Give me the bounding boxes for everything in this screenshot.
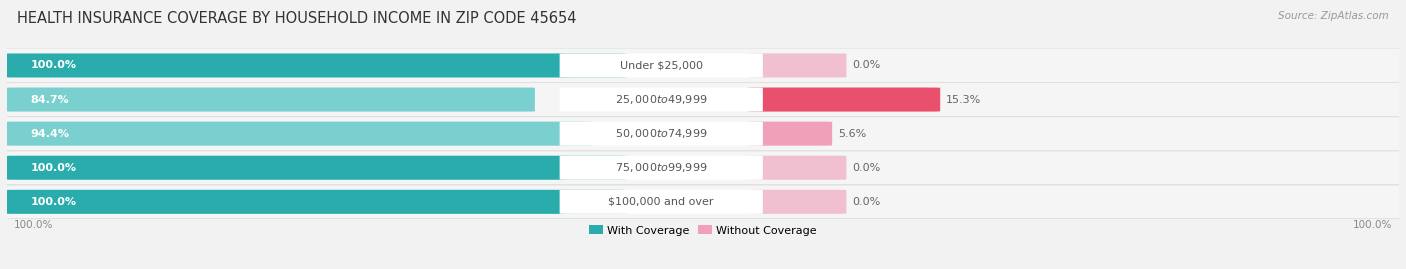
FancyBboxPatch shape	[0, 151, 1406, 184]
Text: 100.0%: 100.0%	[31, 61, 77, 70]
Text: 5.6%: 5.6%	[838, 129, 866, 139]
FancyBboxPatch shape	[0, 117, 1406, 150]
FancyBboxPatch shape	[6, 54, 627, 77]
FancyBboxPatch shape	[0, 49, 1406, 82]
Text: $100,000 and over: $100,000 and over	[609, 197, 714, 207]
Text: 0.0%: 0.0%	[852, 163, 880, 173]
FancyBboxPatch shape	[0, 49, 1406, 82]
Text: 0.0%: 0.0%	[852, 61, 880, 70]
Text: $50,000 to $74,999: $50,000 to $74,999	[614, 127, 707, 140]
FancyBboxPatch shape	[560, 54, 763, 77]
FancyBboxPatch shape	[748, 87, 941, 112]
FancyBboxPatch shape	[748, 54, 846, 77]
FancyBboxPatch shape	[0, 185, 1406, 218]
FancyBboxPatch shape	[0, 83, 1406, 116]
FancyBboxPatch shape	[6, 122, 593, 146]
FancyBboxPatch shape	[0, 117, 1406, 151]
FancyBboxPatch shape	[560, 122, 763, 146]
FancyBboxPatch shape	[6, 156, 627, 180]
Text: $25,000 to $49,999: $25,000 to $49,999	[614, 93, 707, 106]
FancyBboxPatch shape	[0, 151, 1406, 185]
Text: Under $25,000: Under $25,000	[620, 61, 703, 70]
FancyBboxPatch shape	[560, 190, 763, 214]
Text: Source: ZipAtlas.com: Source: ZipAtlas.com	[1278, 11, 1389, 21]
Text: 94.4%: 94.4%	[31, 129, 70, 139]
Text: 100.0%: 100.0%	[14, 220, 53, 229]
FancyBboxPatch shape	[748, 122, 832, 146]
Text: 84.7%: 84.7%	[31, 95, 69, 105]
FancyBboxPatch shape	[0, 185, 1406, 219]
Text: 15.3%: 15.3%	[946, 95, 981, 105]
Text: 0.0%: 0.0%	[852, 197, 880, 207]
Text: 100.0%: 100.0%	[31, 163, 77, 173]
FancyBboxPatch shape	[6, 190, 627, 214]
Text: 100.0%: 100.0%	[31, 197, 77, 207]
FancyBboxPatch shape	[0, 83, 1406, 116]
Legend: With Coverage, Without Coverage: With Coverage, Without Coverage	[589, 225, 817, 236]
Text: 100.0%: 100.0%	[1353, 220, 1392, 229]
FancyBboxPatch shape	[560, 87, 763, 112]
FancyBboxPatch shape	[748, 156, 846, 180]
Text: HEALTH INSURANCE COVERAGE BY HOUSEHOLD INCOME IN ZIP CODE 45654: HEALTH INSURANCE COVERAGE BY HOUSEHOLD I…	[17, 11, 576, 26]
Text: $75,000 to $99,999: $75,000 to $99,999	[614, 161, 707, 174]
FancyBboxPatch shape	[748, 190, 846, 214]
FancyBboxPatch shape	[6, 87, 534, 112]
FancyBboxPatch shape	[560, 156, 763, 180]
